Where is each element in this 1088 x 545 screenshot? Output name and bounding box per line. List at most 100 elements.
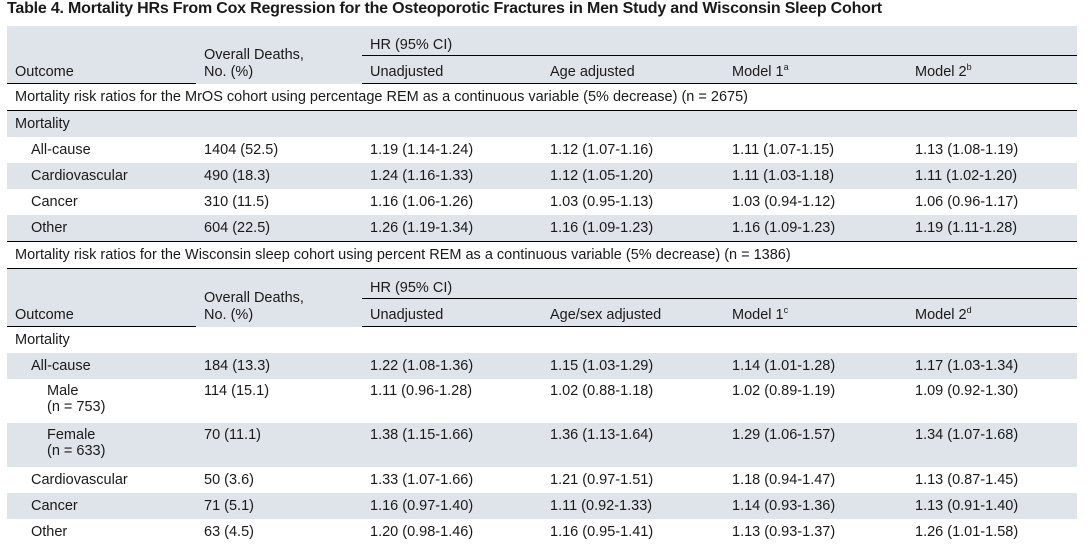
age-adjusted-cell: 1.11 (0.92-1.33): [542, 493, 724, 519]
outcome-cell: Cancer: [7, 493, 196, 519]
outcome-cell: Cancer: [31, 194, 78, 210]
wisc-caption: Mortality risk ratios for the Wisconsin …: [7, 241, 1077, 269]
model1-cell: 1.14 (0.93-1.36): [724, 493, 907, 519]
deaths-cell: 63 (4.5): [204, 524, 254, 540]
deaths-cell: 310 (11.5): [204, 194, 270, 210]
model1-cell: 1.18 (0.94-1.47): [732, 472, 836, 488]
model2-cell: 1.06 (0.96-1.17): [915, 194, 1019, 210]
table-row: Male (n = 753) 114 (15.1) 1.11 (0.96-1.2…: [7, 379, 1077, 423]
deaths-header: Overall Deaths, No. (%): [196, 26, 362, 84]
unadjusted-header: Unadjusted: [362, 298, 542, 327]
deaths-cell: 71 (5.1): [196, 493, 362, 519]
age-adjusted-cell: 1.15 (1.03-1.29): [542, 353, 724, 379]
model1-cell: 1.03 (0.94-1.12): [732, 194, 836, 210]
mros-header-row-1: Overall Deaths, No. (%) HR (95% CI): [7, 26, 1077, 84]
outcome-header: Outcome: [7, 55, 196, 84]
results-table: Overall Deaths, No. (%) HR (95% CI) Outc…: [7, 26, 1077, 545]
mros-group-row: Mortality: [7, 110, 1077, 137]
outcome-cell: Cardiovascular: [7, 163, 196, 189]
model1-label: Model 1: [732, 307, 784, 323]
wisc-group-row: Mortality: [7, 327, 1077, 354]
table-row: Cancer 310 (11.5) 1.16 (1.06-1.26) 1.03 …: [7, 189, 1077, 215]
outcome-cell: Cardiovascular: [31, 472, 128, 488]
deaths-header-line1: Overall Deaths,: [204, 46, 304, 63]
model2-cell: 1.13 (0.87-1.45): [915, 472, 1019, 488]
age-adjusted-cell: 1.12 (1.07-1.16): [550, 142, 654, 158]
mros-caption: Mortality risk ratios for the MrOS cohor…: [7, 83, 1077, 111]
model2-cell: 1.26 (1.01-1.58): [915, 524, 1019, 540]
model2-footnote-mark: b: [966, 62, 972, 72]
table-row: Cardiovascular 50 (3.6) 1.33 (1.07-1.66)…: [7, 467, 1077, 493]
age-adjusted-cell: 1.16 (0.95-1.41): [550, 524, 654, 540]
age-adjusted-cell: 1.16 (1.09-1.23): [542, 215, 724, 242]
model2-cell: 1.11 (1.02-1.20): [907, 163, 1077, 189]
unadjusted-cell: 1.16 (0.97-1.40): [362, 493, 542, 519]
age-adjusted-cell: 1.36 (1.13-1.64): [542, 423, 724, 467]
outcome-cell: Other: [31, 524, 68, 540]
unadjusted-cell: 1.33 (1.07-1.66): [370, 472, 474, 488]
model2-header: Model 2d: [907, 298, 1077, 327]
age-adjusted-cell: 1.03 (0.95-1.13): [550, 194, 654, 210]
table-row: All-cause 184 (13.3) 1.22 (1.08-1.36) 1.…: [7, 353, 1077, 379]
model1-cell: 1.14 (1.01-1.28): [724, 353, 907, 379]
age-adjusted-header: Age adjusted: [542, 55, 724, 84]
wisc-group-label: Mortality: [15, 332, 70, 348]
wisc-caption-row: Mortality risk ratios for the Wisconsin …: [7, 241, 1077, 269]
unadjusted-cell: 1.16 (1.06-1.26): [370, 194, 474, 210]
unadjusted-cell: 1.11 (0.96-1.28): [370, 383, 473, 399]
unadjusted-cell: 1.38 (1.15-1.66): [362, 423, 542, 467]
age-adjusted-cell: 1.12 (1.05-1.20): [542, 163, 724, 189]
model2-cell: 1.17 (1.03-1.34): [907, 353, 1077, 379]
table-row: Cancer 71 (5.1) 1.16 (0.97-1.40) 1.11 (0…: [7, 493, 1077, 519]
unadjusted-cell: 1.26 (1.19-1.34): [362, 215, 542, 242]
outcome-subgroup-n: (n = 753): [47, 399, 106, 415]
model2-footnote-mark: d: [966, 305, 972, 315]
deaths-header: Overall Deaths, No. (%): [196, 268, 362, 327]
wisc-header-row-1: Overall Deaths, No. (%) HR (95% CI): [7, 268, 1077, 327]
mros-header-row-2: Outcome Unadjusted Age adjusted Model 1a…: [7, 55, 1077, 84]
deaths-cell: 1404 (52.5): [204, 142, 279, 158]
model2-label: Model 2: [915, 64, 967, 80]
wisc-header-row-2: Outcome Unadjusted Age/sex adjusted Mode…: [7, 298, 1077, 327]
model1-cell: 1.11 (1.03-1.18): [724, 163, 907, 189]
model2-cell: 1.13 (1.08-1.19): [915, 142, 1019, 158]
outcome-cell: Other: [7, 215, 196, 242]
model1-footnote-mark: c: [783, 305, 789, 315]
outcome-subgroup-label: Female: [47, 427, 96, 443]
model1-footnote-mark: a: [783, 62, 789, 72]
outcome-cell: All-cause: [7, 353, 196, 379]
mros-caption-row: Mortality risk ratios for the MrOS cohor…: [7, 83, 1077, 111]
table-row: Other 63 (4.5) 1.20 (0.98-1.46) 1.16 (0.…: [7, 519, 1077, 545]
outcome-subgroup-n: (n = 633): [47, 443, 106, 459]
deaths-header-line2: No. (%): [204, 63, 254, 80]
hr-header: HR (95% CI): [362, 268, 1077, 299]
unadjusted-cell: 1.22 (1.08-1.36): [362, 353, 542, 379]
deaths-cell: 604 (22.5): [196, 215, 362, 242]
outcome-header: Outcome: [7, 298, 196, 327]
model1-cell: 1.29 (1.06-1.57): [724, 423, 907, 467]
model1-header: Model 1a: [724, 55, 907, 84]
outcome-subgroup-label: Male: [47, 383, 79, 399]
age-adjusted-cell: 1.02 (0.88-1.18): [550, 383, 654, 399]
outcome-cell: Female (n = 633): [7, 423, 196, 467]
deaths-header-line1: Overall Deaths,: [204, 289, 304, 306]
model1-cell: 1.02 (0.89-1.19): [732, 383, 836, 399]
age-adjusted-cell: 1.21 (0.97-1.51): [550, 472, 654, 488]
deaths-cell: 490 (18.3): [196, 163, 362, 189]
table-row: Female (n = 633) 70 (11.1) 1.38 (1.15-1.…: [7, 423, 1077, 467]
model2-header: Model 2b: [907, 55, 1077, 84]
outcome-cell: Male (n = 753): [7, 379, 196, 423]
table-row: All-cause 1404 (52.5) 1.19 (1.14-1.24) 1…: [7, 137, 1077, 163]
model2-cell: 1.34 (1.07-1.68): [907, 423, 1077, 467]
model1-cell: 1.13 (0.93-1.37): [732, 524, 836, 540]
model1-label: Model 1: [732, 64, 784, 80]
unadjusted-cell: 1.19 (1.14-1.24): [370, 142, 474, 158]
outcome-cell: All-cause: [31, 142, 91, 158]
hr-header: HR (95% CI): [362, 26, 1077, 56]
unadjusted-cell: 1.24 (1.16-1.33): [362, 163, 542, 189]
table-row: Other 604 (22.5) 1.26 (1.19-1.34) 1.16 (…: [7, 215, 1077, 242]
model2-label: Model 2: [915, 307, 967, 323]
unadjusted-cell: 1.20 (0.98-1.46): [370, 524, 474, 540]
age-sex-adjusted-header: Age/sex adjusted: [542, 298, 724, 327]
model2-cell: 1.13 (0.91-1.40): [907, 493, 1077, 519]
